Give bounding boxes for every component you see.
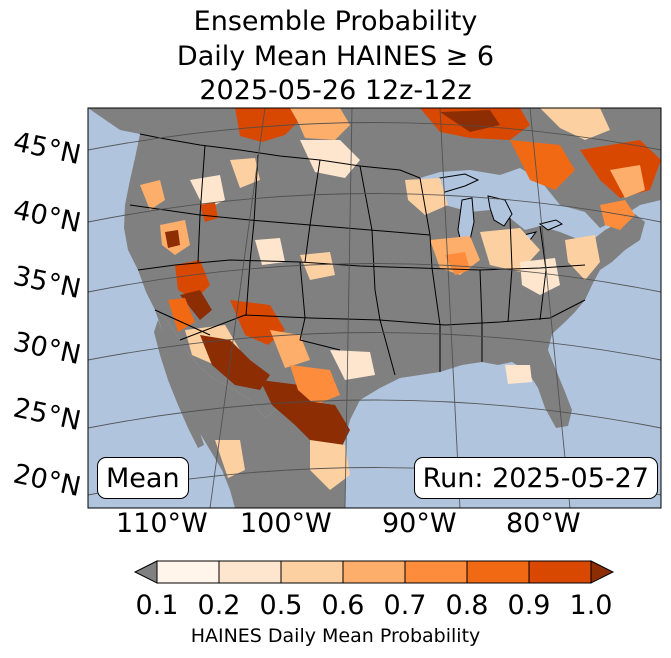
lon-label-110: 110°W	[116, 508, 208, 539]
lake-huron	[487, 195, 513, 227]
title-line-1: Ensemble Probability	[193, 6, 478, 37]
lon-label-100: 100°W	[240, 508, 332, 539]
colorbar	[133, 560, 615, 584]
lat-label-25: 25°N	[11, 393, 84, 437]
probability-patches	[140, 108, 661, 490]
lon-label-90: 90°W	[382, 508, 457, 539]
colorbar-bin-3	[280, 560, 344, 584]
map-panel	[88, 108, 661, 508]
colorbar-bin-1	[156, 560, 220, 584]
state-borders	[129, 133, 586, 376]
colorbar-over-extension	[590, 560, 615, 584]
colorbar-bin-7	[528, 560, 592, 584]
mexico-land	[155, 310, 345, 508]
lat-label-40: 40°N	[11, 195, 84, 239]
run-date-label: Run: 2025-05-27	[413, 457, 658, 499]
title-line-2: Daily Mean HAINES ≥ 6	[176, 41, 495, 72]
mean-label: Mean	[97, 457, 189, 499]
colorbar-tick-4: 0.7	[383, 590, 427, 621]
colorbar-tick-5: 0.8	[445, 590, 489, 621]
colorbar-tick-0: 0.1	[135, 590, 179, 621]
lon-label-80: 80°W	[506, 508, 581, 539]
map-frame	[87, 107, 662, 509]
colorbar-bin-5	[404, 560, 468, 584]
colorbar-bin-6	[466, 560, 530, 584]
colorbar-tick-7: 1.0	[569, 590, 613, 621]
colorbar-under-extension	[133, 560, 158, 584]
lat-label-35: 35°N	[11, 261, 84, 305]
lat-label-20: 20°N	[11, 459, 84, 503]
canada-land	[88, 108, 661, 228]
colorbar-tick-6: 0.9	[507, 590, 551, 621]
colorbar-bin-2	[218, 560, 282, 584]
lat-label-45: 45°N	[11, 127, 84, 171]
colorbar-tick-2: 0.5	[259, 590, 303, 621]
baja-land	[154, 320, 204, 448]
colorbar-title: HAINES Daily Mean Probability	[190, 625, 481, 647]
colorbar-bin-4	[342, 560, 406, 584]
lat-label-30: 30°N	[11, 327, 84, 371]
colorbar-tick-1: 0.2	[197, 590, 241, 621]
title-line-3: 2025-05-26 12z-12z	[199, 75, 472, 106]
lake-ontario	[538, 219, 564, 231]
colorbar-tick-3: 0.6	[321, 590, 365, 621]
